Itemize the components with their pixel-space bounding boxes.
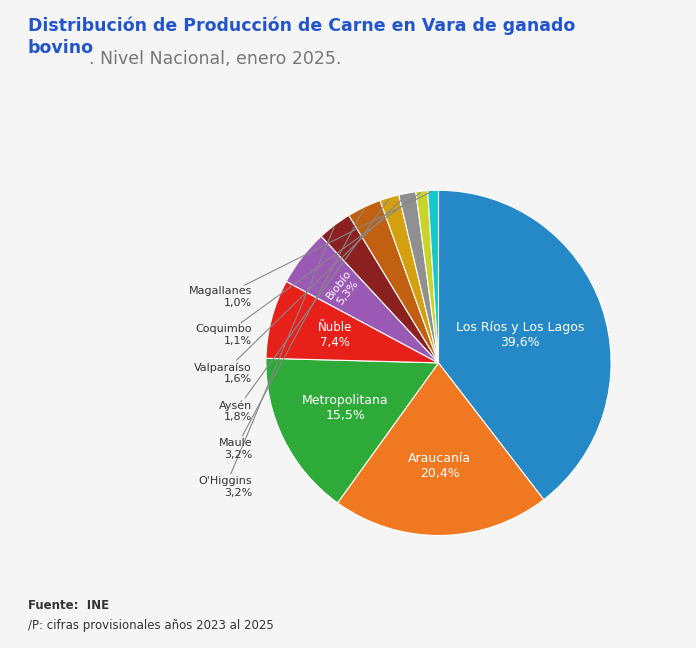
Text: Ñuble
7,4%: Ñuble 7,4% [318, 321, 352, 349]
Text: /P: cifras provisionales años 2023 al 2025: /P: cifras provisionales años 2023 al 20… [28, 619, 274, 632]
Text: Biobío
5,3%: Biobío 5,3% [324, 268, 363, 308]
Wedge shape [349, 200, 438, 363]
Text: Aysén
1,8%: Aysén 1,8% [219, 200, 388, 422]
Wedge shape [266, 281, 438, 363]
Text: Metropolitana
15,5%: Metropolitana 15,5% [302, 395, 389, 422]
Text: Magallanes
1,0%: Magallanes 1,0% [189, 192, 432, 308]
Text: Distribución de Producción de Carne en Vara de ganado
bovino: Distribución de Producción de Carne en V… [28, 16, 575, 57]
Wedge shape [399, 192, 438, 363]
Text: O'Higgins
3,2%: O'Higgins 3,2% [198, 227, 334, 498]
Wedge shape [416, 191, 438, 363]
Text: Valparaíso
1,6%: Valparaíso 1,6% [194, 195, 406, 384]
Wedge shape [380, 195, 438, 363]
Wedge shape [286, 237, 438, 363]
Text: Maule
3,2%: Maule 3,2% [219, 209, 364, 460]
Text: Los Ríos y Los Lagos
39,6%: Los Ríos y Los Lagos 39,6% [456, 321, 585, 349]
Wedge shape [266, 358, 438, 503]
Text: Coquimbo
1,1%: Coquimbo 1,1% [196, 192, 420, 346]
Wedge shape [338, 363, 544, 535]
Text: Fuente:  INE: Fuente: INE [28, 599, 109, 612]
Text: . Nivel Nacional, enero 2025.: . Nivel Nacional, enero 2025. [89, 50, 342, 68]
Text: Araucanía
20,4%: Araucanía 20,4% [409, 452, 471, 480]
Wedge shape [438, 191, 611, 500]
Wedge shape [322, 215, 438, 363]
Wedge shape [427, 191, 438, 363]
